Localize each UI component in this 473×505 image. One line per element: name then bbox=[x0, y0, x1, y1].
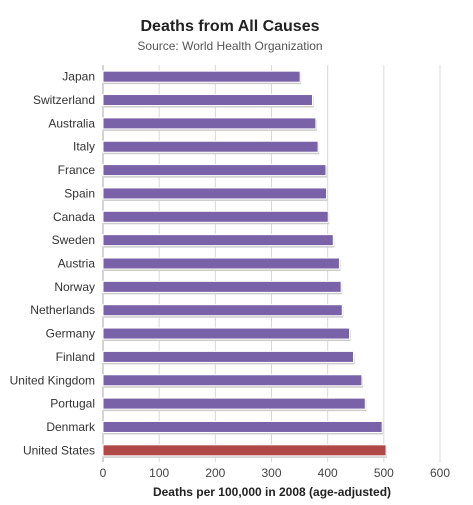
bar-portugal bbox=[102, 397, 366, 410]
chart-title: Deaths from All Causes bbox=[140, 18, 319, 35]
category-label: Switzerland bbox=[33, 93, 95, 107]
category-label: Spain bbox=[64, 186, 95, 200]
bar-germany bbox=[102, 327, 351, 340]
category-label: Australia bbox=[48, 116, 95, 130]
bar-france bbox=[102, 164, 327, 177]
x-tick-label: 300 bbox=[261, 466, 281, 480]
category-label: United Kingdom bbox=[10, 373, 95, 387]
category-label: Netherlands bbox=[30, 303, 95, 317]
bar-finland bbox=[102, 350, 355, 363]
x-tick-label: 200 bbox=[205, 466, 225, 480]
x-tick-label: 100 bbox=[149, 466, 169, 480]
category-label: France bbox=[58, 163, 96, 177]
x-tick-labels: 0 100 200 300 400 500 600 bbox=[100, 466, 451, 480]
category-label: Norway bbox=[54, 280, 95, 294]
x-tick-label: 400 bbox=[318, 466, 338, 480]
category-label: Japan bbox=[62, 70, 95, 84]
category-labels: Japan Switzerland Australia Italy France Spai… bbox=[10, 70, 96, 458]
category-label: Portugal bbox=[50, 397, 95, 411]
bar-denmark bbox=[102, 420, 383, 433]
bar-norway bbox=[102, 280, 342, 293]
bar-netherlands bbox=[102, 304, 343, 317]
x-tick-label: 0 bbox=[100, 466, 107, 480]
x-tick-label: 600 bbox=[430, 466, 450, 480]
category-label: Italy bbox=[73, 140, 95, 154]
bar-canada bbox=[102, 210, 329, 223]
category-label: Finland bbox=[56, 350, 95, 364]
bar-japan bbox=[102, 70, 301, 83]
bars bbox=[102, 70, 388, 458]
x-tick-label: 500 bbox=[374, 466, 394, 480]
bar-sweden bbox=[102, 234, 334, 247]
bar-united-kingdom bbox=[102, 374, 363, 387]
category-label: Canada bbox=[53, 210, 95, 224]
category-label: Germany bbox=[46, 327, 95, 341]
bar-spain bbox=[102, 187, 328, 200]
category-label: Sweden bbox=[52, 233, 95, 247]
bar-united-states bbox=[102, 444, 387, 457]
chart-subtitle: Source: World Health Organization bbox=[137, 39, 322, 53]
bar-austria bbox=[102, 257, 340, 270]
category-label: Austria bbox=[58, 257, 96, 271]
bar-switzerland bbox=[102, 94, 314, 107]
category-label: United States bbox=[23, 443, 95, 457]
x-axis-label: Deaths per 100,000 in 2008 (age-adjusted… bbox=[153, 485, 391, 499]
category-label: Denmark bbox=[46, 420, 96, 434]
bar-australia bbox=[102, 117, 317, 130]
bar-italy bbox=[102, 140, 319, 153]
